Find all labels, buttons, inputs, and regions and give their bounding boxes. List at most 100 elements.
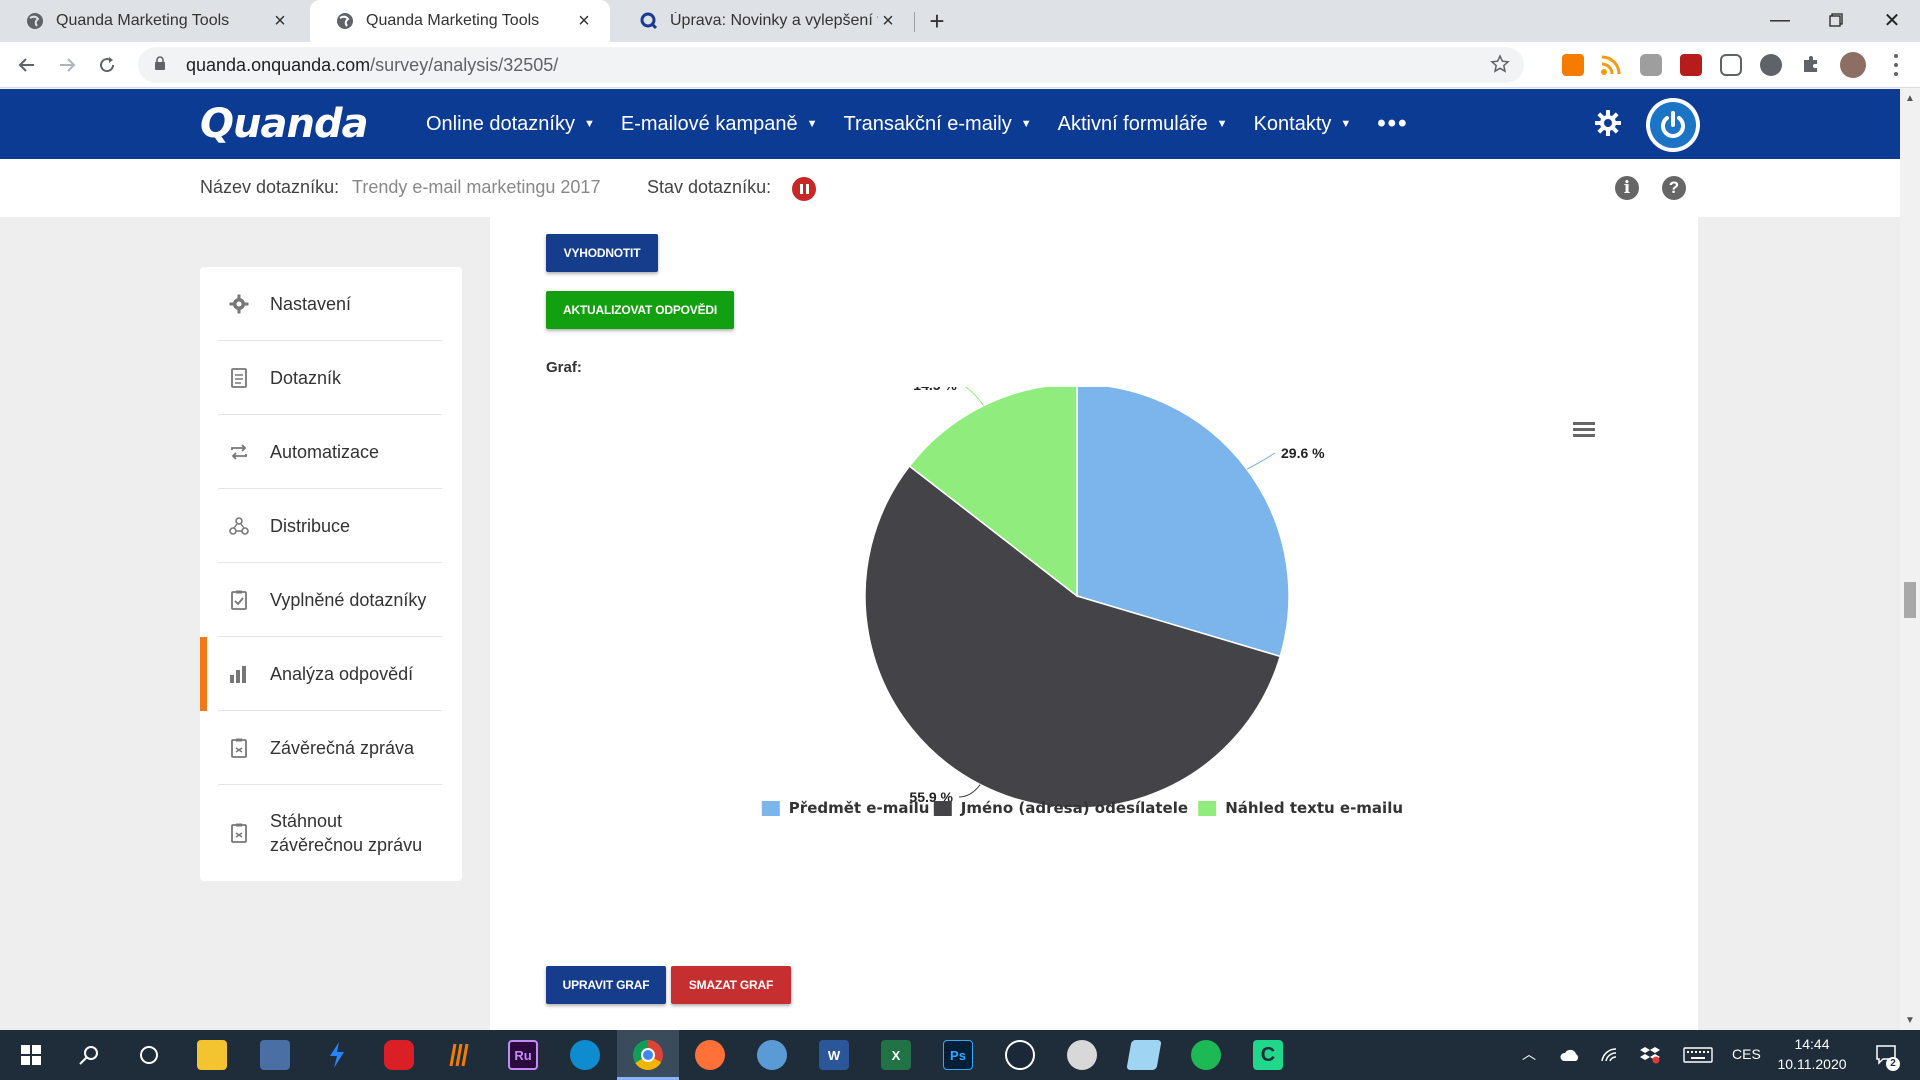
legend-item-2[interactable]: Náhled textu e-mailu — [1198, 799, 1403, 817]
tray-chevron-icon[interactable]: ︿ — [1522, 1046, 1536, 1062]
chart-menu-icon[interactable] — [1573, 422, 1595, 440]
word-icon[interactable]: W — [819, 1040, 849, 1070]
update-answers-button[interactable]: AKTUALIZOVAT ODPOVĚDI — [546, 291, 734, 329]
file-explorer-icon[interactable] — [197, 1040, 227, 1070]
notifications-icon[interactable] — [1872, 1040, 1902, 1070]
store-icon[interactable] — [260, 1040, 290, 1070]
address-bar[interactable]: quanda.onquanda.com/survey/analysis/3250… — [138, 47, 1524, 83]
clock-time[interactable]: 14:44 — [1794, 1036, 1830, 1052]
more-menu-icon[interactable]: ••• — [1377, 110, 1409, 137]
browser-tab[interactable]: Quanda Marketing Tools × — [0, 0, 306, 42]
excel-icon[interactable]: X — [881, 1040, 911, 1070]
sidebar-item-zaverecna-zprava[interactable]: Závěrečná zpráva — [218, 711, 442, 785]
page-scrollbar[interactable]: ▲ ▼ — [1900, 89, 1920, 1030]
pie-slice-2[interactable] — [908, 387, 1078, 598]
puzzle-extensions-icon[interactable] — [1800, 54, 1822, 76]
notes-icon[interactable] — [1126, 1040, 1162, 1070]
browser-tab[interactable]: Úprava: Novinky a vylepšení v Dc × — [614, 0, 914, 42]
back-icon[interactable] — [12, 50, 42, 80]
sidebar-item-label: Analýza odpovědí — [270, 663, 414, 684]
camtasia-icon[interactable]: C — [1253, 1040, 1283, 1070]
sidebar-item-dotaznik[interactable]: Dotazník — [218, 341, 442, 415]
scroll-down-icon[interactable]: ▼ — [1905, 1015, 1915, 1026]
menu-label: Transakční e-maily — [843, 112, 1012, 135]
pocket-extension-icon[interactable] — [1720, 54, 1742, 76]
keyboard-icon[interactable] — [1682, 1040, 1714, 1070]
paint-icon[interactable] — [1067, 1040, 1097, 1070]
sidebar-item-label: Automatizace — [270, 441, 380, 462]
menu-email-kampane[interactable]: E-mailové kampaně ▼ — [621, 113, 818, 136]
caret-down-icon: ▼ — [1340, 118, 1352, 130]
app-stripes-icon[interactable] — [446, 1040, 476, 1070]
windows-taskbar: Ru W X Ps C ︿ CES 14:44 10.11.2020 2 — [0, 1030, 1920, 1080]
scroll-up-icon[interactable]: ▲ — [1905, 93, 1915, 104]
edit-chart-button[interactable]: UPRAVIT GRAF — [546, 966, 666, 1004]
analytics-extension-icon[interactable] — [1562, 54, 1584, 76]
chrome-icon[interactable] — [633, 1040, 663, 1070]
close-icon[interactable]: × — [274, 9, 286, 32]
pie-chart: 29.6 %55.9 %14.5 % Předmět e-mailuJméno … — [761, 387, 1403, 817]
legend-item-0[interactable]: Předmět e-mailu — [761, 799, 930, 817]
close-icon[interactable]: × — [578, 9, 590, 32]
legend-item-1[interactable]: Jméno (adresa) odesílatele — [933, 799, 1188, 817]
new-tab-button[interactable]: + — [929, 6, 945, 36]
creative-cloud-icon[interactable] — [384, 1040, 414, 1070]
edge-icon[interactable] — [570, 1040, 600, 1070]
survey-sidebar: Nastavení Dotazník Automatizace Distribu… — [200, 267, 462, 881]
window-close-icon[interactable]: ✕ — [1883, 9, 1901, 32]
menu-aktivni-formulare[interactable]: Aktivní formuláře ▼ — [1058, 113, 1228, 136]
evaluate-button[interactable]: VYHODNOTIT — [546, 234, 658, 272]
mail-icon[interactable] — [757, 1040, 787, 1070]
logout-power-button[interactable] — [1646, 98, 1700, 152]
menu-kontakty[interactable]: Kontakty ▼ — [1254, 113, 1352, 136]
pie-data-label-2: 14.5 % — [913, 387, 957, 393]
caret-down-icon: ▼ — [806, 118, 818, 130]
caret-down-icon: ▼ — [583, 118, 595, 130]
minimize-icon[interactable]: — — [1770, 8, 1790, 31]
reload-icon[interactable] — [92, 50, 122, 80]
analysis-panel: VYHODNOTIT AKTUALIZOVAT ODPOVĚDI Graf: 2… — [490, 217, 1698, 1030]
bar-chart-icon — [228, 663, 250, 685]
language-indicator[interactable]: CES — [1732, 1046, 1761, 1062]
info-icon[interactable]: i — [1615, 176, 1639, 200]
dropbox-icon[interactable] — [1638, 1040, 1662, 1070]
menu-online-dotazniky[interactable]: Online dotazníky ▼ — [426, 113, 595, 136]
round-extension-icon[interactable] — [1760, 54, 1782, 76]
sidebar-item-automatizace[interactable]: Automatizace — [218, 415, 442, 489]
clock-date[interactable]: 10.11.2020 — [1777, 1056, 1847, 1072]
scrollbar-thumb[interactable] — [1904, 582, 1916, 618]
sidebar-item-nastaveni[interactable]: Nastavení — [218, 267, 442, 341]
help-icon[interactable]: ? — [1662, 176, 1686, 200]
sidebar-item-vyplnene-dotazniky[interactable]: Vyplněné dotazníky — [218, 563, 442, 637]
firefox-icon[interactable] — [695, 1040, 725, 1070]
browser-menu-icon[interactable] — [1886, 52, 1906, 78]
photoshop-icon[interactable]: Ps — [943, 1040, 973, 1070]
paused-status-icon[interactable] — [792, 177, 816, 201]
delete-chart-button[interactable]: SMAZAT GRAF — [671, 966, 791, 1004]
settings-gear-icon[interactable] — [1594, 109, 1622, 142]
search-icon[interactable] — [74, 1040, 104, 1070]
forward-icon[interactable] — [52, 50, 82, 80]
network-icon[interactable] — [1598, 1040, 1622, 1070]
rss-extension-icon[interactable] — [1600, 54, 1622, 76]
steam-icon[interactable] — [1005, 1040, 1035, 1070]
pie-slice-0[interactable] — [1076, 387, 1290, 658]
onedrive-icon[interactable] — [1558, 1040, 1582, 1070]
adobe-rush-icon[interactable]: Ru — [508, 1040, 538, 1070]
restore-icon[interactable] — [1808, 0, 1864, 40]
camera-extension-icon[interactable] — [1640, 54, 1662, 76]
windows-start-icon[interactable] — [16, 1040, 46, 1070]
sourcetree-icon[interactable] — [322, 1040, 352, 1070]
avatar[interactable] — [1840, 52, 1866, 78]
spotify-icon[interactable] — [1191, 1040, 1221, 1070]
browser-tab-active[interactable]: Quanda Marketing Tools × — [310, 0, 610, 42]
close-icon[interactable]: × — [882, 9, 894, 32]
menu-transakcni-emaily[interactable]: Transakční e-maily ▼ — [844, 113, 1032, 136]
pdf-extension-icon[interactable] — [1680, 54, 1702, 76]
task-view-icon[interactable] — [134, 1040, 164, 1070]
sidebar-item-analyza-odpovedi[interactable]: Analýza odpovědí — [218, 637, 442, 711]
bookmark-star-icon[interactable] — [1490, 54, 1510, 79]
sidebar-item-stahnout-zpravu[interactable]: Stáhnout závěrečnou zprávu — [218, 785, 442, 881]
sidebar-item-distribuce[interactable]: Distribuce — [218, 489, 442, 563]
quanda-logo[interactable]: Quanda — [200, 101, 369, 147]
